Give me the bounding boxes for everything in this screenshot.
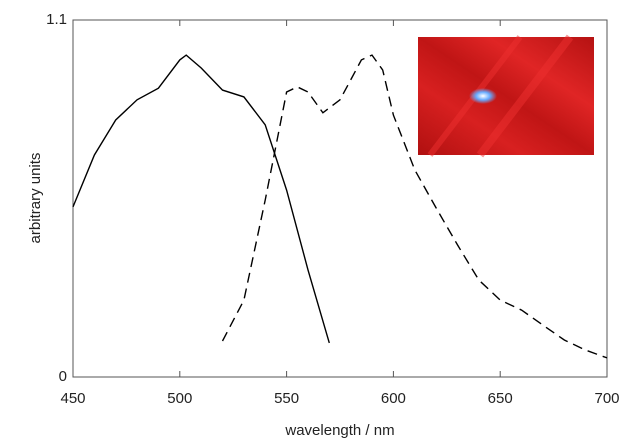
y-axis-label: arbitrary units — [27, 153, 44, 244]
line-solid — [72, 54, 330, 344]
y-tick-label: 1.1 — [46, 11, 67, 28]
x-tick-label: 550 — [274, 390, 299, 407]
plot-frame — [72, 19, 608, 378]
x-tick-label: 500 — [167, 390, 192, 407]
x-tick-label: 650 — [488, 390, 513, 407]
line-dashed — [221, 54, 608, 359]
x-axis-label: wavelength / nm — [284, 422, 394, 439]
x-tick-label: 700 — [594, 390, 619, 407]
x-tick-label: 600 — [381, 390, 406, 407]
x-tick-label: 450 — [60, 390, 85, 407]
y-tick-label: 0 — [59, 368, 67, 385]
inset-image — [418, 34, 594, 158]
